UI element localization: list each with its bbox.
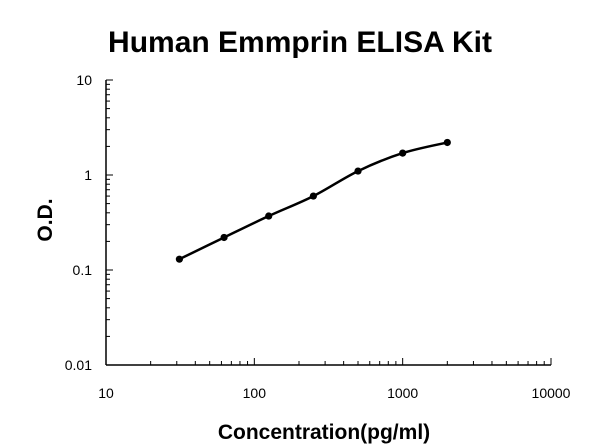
- data-point: [309, 192, 317, 200]
- y-tick-label: 1: [84, 167, 92, 183]
- tick-marks: [105, 79, 552, 366]
- data-point: [265, 212, 273, 220]
- x-tick-label: 1000: [387, 385, 418, 401]
- axes: [105, 80, 551, 366]
- chart-title: Human Emmprin ELISA Kit: [108, 26, 492, 59]
- data-point: [175, 255, 184, 263]
- y-tick-label: 0.1: [73, 262, 93, 278]
- y-tick-label: 0.01: [65, 357, 92, 373]
- x-tick-label: 100: [243, 385, 267, 401]
- tick-labels: 10 100 1000 10000 0.01 0.1 1 10: [65, 72, 571, 401]
- y-axis-label: O.D.: [34, 198, 57, 241]
- data-point: [399, 149, 407, 157]
- x-axis-label: Concentration(pg/ml): [218, 421, 430, 444]
- data-series: [175, 138, 451, 263]
- data-point: [220, 233, 228, 242]
- y-tick-label: 10: [76, 72, 92, 88]
- data-point: [354, 167, 362, 175]
- data-point: [443, 138, 451, 147]
- x-tick-label: 10000: [532, 385, 571, 401]
- x-tick-label: 10: [98, 385, 114, 401]
- standard-curve-line: [178, 141, 449, 261]
